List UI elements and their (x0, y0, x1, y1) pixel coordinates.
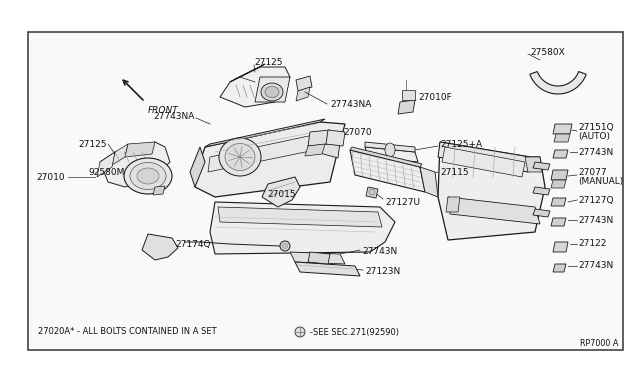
Polygon shape (290, 252, 345, 264)
Polygon shape (153, 186, 165, 195)
Circle shape (282, 244, 287, 248)
Ellipse shape (124, 158, 172, 194)
Polygon shape (262, 177, 300, 207)
Polygon shape (295, 262, 360, 276)
Text: (MANUAL): (MANUAL) (578, 176, 623, 186)
Circle shape (295, 327, 305, 337)
Text: 92580M: 92580M (88, 167, 125, 176)
Polygon shape (308, 252, 330, 264)
Text: 27174Q: 27174Q (175, 240, 211, 248)
Polygon shape (125, 142, 155, 157)
Polygon shape (208, 134, 318, 172)
Circle shape (280, 241, 290, 251)
Polygon shape (402, 90, 415, 100)
Polygon shape (142, 234, 178, 260)
Text: 27743N: 27743N (578, 148, 613, 157)
Ellipse shape (265, 87, 279, 97)
Polygon shape (553, 264, 566, 272)
Polygon shape (97, 152, 115, 177)
Polygon shape (448, 197, 540, 224)
Text: 27127Q: 27127Q (578, 196, 614, 205)
Polygon shape (533, 162, 550, 170)
Polygon shape (533, 187, 550, 195)
Polygon shape (551, 218, 566, 226)
Ellipse shape (225, 144, 255, 170)
Polygon shape (551, 180, 566, 188)
Text: 27070: 27070 (343, 128, 372, 137)
Text: 27015: 27015 (267, 189, 296, 199)
Polygon shape (255, 77, 290, 102)
Text: 27125: 27125 (254, 58, 282, 67)
Polygon shape (296, 87, 310, 101)
Polygon shape (100, 142, 170, 187)
Text: RP7000 A: RP7000 A (580, 340, 618, 349)
Polygon shape (190, 147, 205, 187)
Polygon shape (230, 64, 265, 82)
Polygon shape (442, 147, 525, 177)
Polygon shape (438, 142, 545, 240)
Text: 27127U: 27127U (385, 198, 420, 206)
Ellipse shape (261, 83, 283, 101)
Bar (28, 32, 623, 350)
Ellipse shape (137, 168, 159, 184)
Polygon shape (316, 134, 340, 158)
Polygon shape (554, 134, 570, 142)
Polygon shape (350, 147, 422, 167)
Ellipse shape (130, 163, 166, 189)
Polygon shape (366, 187, 378, 198)
Text: 27123N: 27123N (365, 267, 400, 276)
Polygon shape (420, 167, 438, 197)
Text: -SEE SEC.271(92590): -SEE SEC.271(92590) (310, 327, 399, 337)
Text: 27743N: 27743N (578, 215, 613, 224)
Polygon shape (218, 207, 382, 227)
Text: 27020A* - ALL BOLTS CONTAINED IN A SET: 27020A* - ALL BOLTS CONTAINED IN A SET (38, 327, 216, 337)
Polygon shape (305, 144, 325, 156)
Ellipse shape (385, 143, 395, 157)
Polygon shape (525, 157, 542, 172)
Polygon shape (446, 197, 460, 212)
Text: 27125+A: 27125+A (440, 140, 482, 148)
Text: FRONT: FRONT (148, 106, 179, 115)
Polygon shape (553, 242, 568, 252)
Polygon shape (326, 130, 345, 146)
Polygon shape (551, 170, 568, 180)
Text: 27743N: 27743N (362, 247, 397, 257)
Circle shape (369, 189, 375, 195)
Polygon shape (530, 71, 586, 94)
Polygon shape (533, 209, 550, 217)
Polygon shape (553, 124, 572, 134)
Ellipse shape (219, 138, 261, 176)
Polygon shape (551, 198, 566, 206)
Polygon shape (365, 147, 418, 162)
Polygon shape (220, 67, 290, 107)
Polygon shape (350, 150, 425, 192)
Text: 27743N: 27743N (578, 262, 613, 270)
Text: (AUTO): (AUTO) (578, 131, 610, 141)
Polygon shape (365, 142, 415, 152)
Text: 27010F: 27010F (418, 93, 452, 102)
Text: 27125: 27125 (79, 140, 107, 148)
Polygon shape (195, 122, 345, 197)
Polygon shape (296, 76, 312, 91)
Polygon shape (438, 142, 530, 172)
Text: 27122: 27122 (578, 240, 606, 248)
Polygon shape (308, 130, 330, 146)
Text: 27743NA: 27743NA (154, 112, 195, 121)
Text: 27151Q: 27151Q (578, 122, 614, 131)
Polygon shape (210, 202, 395, 254)
Polygon shape (112, 144, 128, 165)
Polygon shape (553, 150, 568, 158)
Text: 27115: 27115 (440, 167, 468, 176)
Text: 27580X: 27580X (530, 48, 564, 57)
Polygon shape (398, 100, 415, 114)
Text: 27743NA: 27743NA (330, 99, 371, 109)
Polygon shape (205, 119, 325, 147)
Text: 27077: 27077 (578, 167, 607, 176)
Text: 27010: 27010 (36, 173, 65, 182)
